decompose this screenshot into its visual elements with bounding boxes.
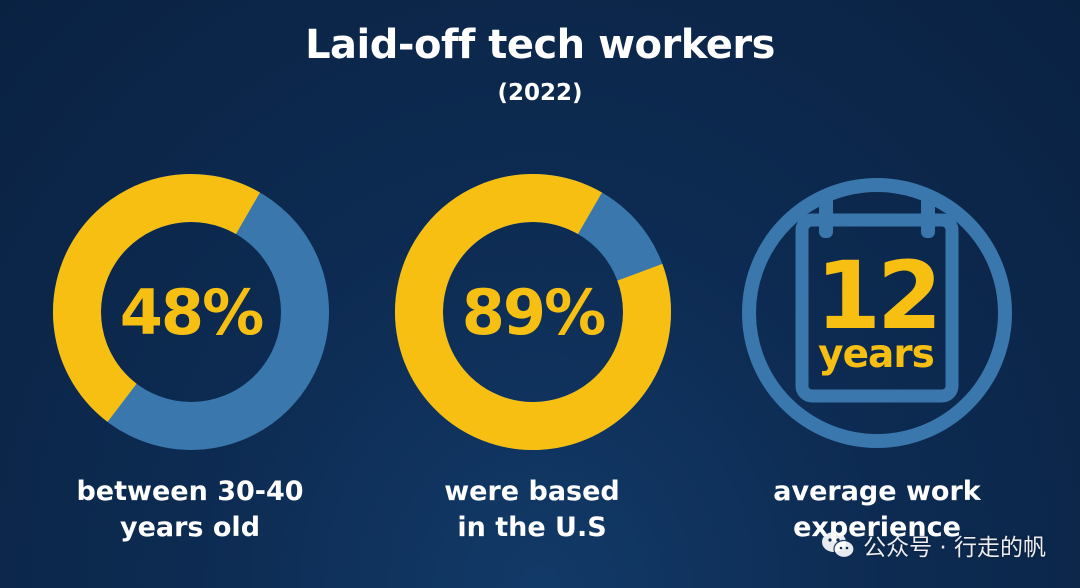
caption-age: between 30-40 years old bbox=[10, 474, 370, 546]
donut-value-label: 89% bbox=[462, 276, 605, 349]
caption-age-line2: years old bbox=[119, 512, 261, 543]
experience-stat: 12 years bbox=[742, 178, 1012, 448]
chart-title: Laid-off tech workers bbox=[305, 22, 775, 68]
donut-highlight-slice bbox=[53, 174, 260, 422]
caption-experience-line1: average work bbox=[773, 476, 981, 507]
donut-highlight-slice bbox=[395, 174, 671, 450]
caption-experience-line2: experience bbox=[793, 512, 961, 543]
donut-chart-location: 89% bbox=[395, 174, 671, 450]
wechat-icon bbox=[821, 530, 855, 560]
caption-age-line1: between 30-40 bbox=[76, 476, 304, 507]
caption-location-line2: in the U.S bbox=[457, 512, 607, 543]
watermark-text: 公众号 · 行走的帆 bbox=[863, 535, 1046, 561]
donut-chart-age: 48% bbox=[53, 174, 329, 450]
watermark: 公众号 · 行走的帆 bbox=[821, 528, 1046, 562]
donut-value-label: 48% bbox=[120, 276, 263, 349]
calendar-icon bbox=[795, 194, 959, 403]
experience-ring bbox=[742, 178, 1012, 448]
stat-number: 12 bbox=[816, 242, 939, 351]
chart-subtitle: (2022) bbox=[497, 80, 583, 106]
caption-location: were based in the U.S bbox=[352, 474, 712, 546]
caption-location-line1: were based bbox=[444, 476, 620, 507]
stat-unit: years bbox=[818, 332, 934, 377]
caption-experience: average work experience bbox=[697, 474, 1057, 546]
